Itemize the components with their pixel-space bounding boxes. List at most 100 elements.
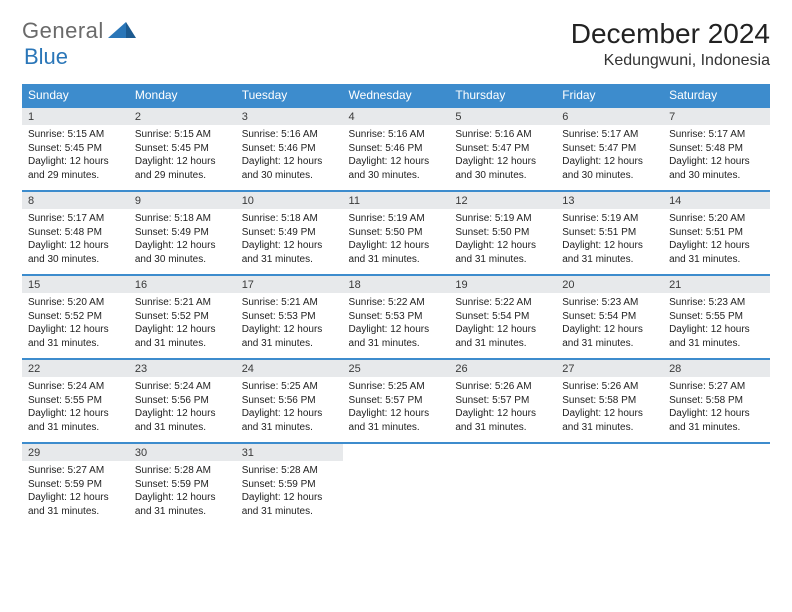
calendar-table: Sunday Monday Tuesday Wednesday Thursday…: [22, 84, 770, 526]
sunrise-text: Sunrise: 5:19 AM: [349, 212, 444, 226]
day-number-cell: 2: [129, 107, 236, 125]
sunset-text: Sunset: 5:56 PM: [135, 394, 230, 408]
sunset-text: Sunset: 5:52 PM: [135, 310, 230, 324]
day-number-cell: 3: [236, 107, 343, 125]
day-cell: [663, 461, 770, 526]
day-number: 19: [449, 276, 556, 293]
sunrise-text: Sunrise: 5:22 AM: [455, 296, 550, 310]
sunset-text: Sunset: 5:53 PM: [349, 310, 444, 324]
sunrise-text: Sunrise: 5:18 AM: [135, 212, 230, 226]
daylight-text-1: Daylight: 12 hours: [135, 407, 230, 421]
day-cell: Sunrise: 5:22 AMSunset: 5:54 PMDaylight:…: [449, 293, 556, 359]
sunrise-text: Sunrise: 5:16 AM: [455, 128, 550, 142]
daylight-text-1: Daylight: 12 hours: [135, 155, 230, 169]
sunrise-text: Sunrise: 5:27 AM: [28, 464, 123, 478]
day-number: 2: [129, 108, 236, 125]
daylight-text-2: and 30 minutes.: [28, 253, 123, 267]
day-cell: Sunrise: 5:22 AMSunset: 5:53 PMDaylight:…: [343, 293, 450, 359]
day-number: 26: [449, 360, 556, 377]
daylight-text-2: and 30 minutes.: [135, 253, 230, 267]
day-cell: Sunrise: 5:21 AMSunset: 5:53 PMDaylight:…: [236, 293, 343, 359]
day-cell: Sunrise: 5:19 AMSunset: 5:50 PMDaylight:…: [449, 209, 556, 275]
daylight-text-2: and 31 minutes.: [349, 337, 444, 351]
daylight-text-2: and 29 minutes.: [28, 169, 123, 183]
day-number: 18: [343, 276, 450, 293]
daylight-text-1: Daylight: 12 hours: [562, 407, 657, 421]
sunrise-text: Sunrise: 5:24 AM: [28, 380, 123, 394]
day-number: 7: [663, 108, 770, 125]
sunset-text: Sunset: 5:52 PM: [28, 310, 123, 324]
sunrise-text: Sunrise: 5:19 AM: [455, 212, 550, 226]
col-sunday: Sunday: [22, 84, 129, 107]
day-number-cell: 9: [129, 191, 236, 209]
col-tuesday: Tuesday: [236, 84, 343, 107]
daylight-text-1: Daylight: 12 hours: [28, 155, 123, 169]
daylight-text-1: Daylight: 12 hours: [455, 407, 550, 421]
sunset-text: Sunset: 5:59 PM: [135, 478, 230, 492]
daylight-text-2: and 31 minutes.: [455, 421, 550, 435]
sunrise-text: Sunrise: 5:19 AM: [562, 212, 657, 226]
day-number-cell: [449, 443, 556, 461]
sunrise-text: Sunrise: 5:17 AM: [669, 128, 764, 142]
day-number-cell: [663, 443, 770, 461]
daylight-text-2: and 30 minutes.: [242, 169, 337, 183]
sunset-text: Sunset: 5:58 PM: [562, 394, 657, 408]
day-cell: Sunrise: 5:17 AMSunset: 5:47 PMDaylight:…: [556, 125, 663, 191]
daylight-text-2: and 31 minutes.: [562, 253, 657, 267]
daylight-text-2: and 30 minutes.: [455, 169, 550, 183]
sunrise-text: Sunrise: 5:16 AM: [242, 128, 337, 142]
sunset-text: Sunset: 5:46 PM: [349, 142, 444, 156]
weekday-header-row: Sunday Monday Tuesday Wednesday Thursday…: [22, 84, 770, 107]
day-number-cell: [343, 443, 450, 461]
daylight-text-1: Daylight: 12 hours: [455, 155, 550, 169]
sunset-text: Sunset: 5:46 PM: [242, 142, 337, 156]
day-cell: Sunrise: 5:20 AMSunset: 5:51 PMDaylight:…: [663, 209, 770, 275]
day-number-cell: 20: [556, 275, 663, 293]
day-cell: Sunrise: 5:19 AMSunset: 5:51 PMDaylight:…: [556, 209, 663, 275]
col-wednesday: Wednesday: [343, 84, 450, 107]
week-daynum-row: 891011121314: [22, 191, 770, 209]
sunrise-text: Sunrise: 5:23 AM: [562, 296, 657, 310]
daylight-text-1: Daylight: 12 hours: [669, 239, 764, 253]
daylight-text-2: and 31 minutes.: [242, 337, 337, 351]
daylight-text-2: and 31 minutes.: [349, 253, 444, 267]
daylight-text-1: Daylight: 12 hours: [455, 239, 550, 253]
day-number: 13: [556, 192, 663, 209]
day-number: 15: [22, 276, 129, 293]
daylight-text-2: and 31 minutes.: [669, 421, 764, 435]
daylight-text-2: and 31 minutes.: [455, 253, 550, 267]
day-number: 9: [129, 192, 236, 209]
daylight-text-1: Daylight: 12 hours: [669, 323, 764, 337]
sunrise-text: Sunrise: 5:28 AM: [242, 464, 337, 478]
daylight-text-1: Daylight: 12 hours: [135, 323, 230, 337]
daylight-text-1: Daylight: 12 hours: [562, 155, 657, 169]
logo-triangle-icon: [108, 18, 136, 38]
day-number-cell: 15: [22, 275, 129, 293]
location-label: Kedungwuni, Indonesia: [571, 52, 770, 70]
sunset-text: Sunset: 5:50 PM: [349, 226, 444, 240]
week-content-row: Sunrise: 5:24 AMSunset: 5:55 PMDaylight:…: [22, 377, 770, 443]
daylight-text-2: and 29 minutes.: [135, 169, 230, 183]
day-number: 6: [556, 108, 663, 125]
sunset-text: Sunset: 5:47 PM: [455, 142, 550, 156]
day-cell: Sunrise: 5:15 AMSunset: 5:45 PMDaylight:…: [129, 125, 236, 191]
day-number-cell: 1: [22, 107, 129, 125]
day-cell: [343, 461, 450, 526]
brand-logo: General: [22, 18, 136, 44]
sunrise-text: Sunrise: 5:24 AM: [135, 380, 230, 394]
day-number: 11: [343, 192, 450, 209]
page-title: December 2024: [571, 18, 770, 50]
week-daynum-row: 22232425262728: [22, 359, 770, 377]
sunset-text: Sunset: 5:49 PM: [135, 226, 230, 240]
sunrise-text: Sunrise: 5:17 AM: [28, 212, 123, 226]
day-number: 22: [22, 360, 129, 377]
day-number: 27: [556, 360, 663, 377]
week-daynum-row: 1234567: [22, 107, 770, 125]
day-cell: Sunrise: 5:19 AMSunset: 5:50 PMDaylight:…: [343, 209, 450, 275]
day-cell: Sunrise: 5:26 AMSunset: 5:58 PMDaylight:…: [556, 377, 663, 443]
day-cell: Sunrise: 5:28 AMSunset: 5:59 PMDaylight:…: [236, 461, 343, 526]
day-cell: Sunrise: 5:27 AMSunset: 5:58 PMDaylight:…: [663, 377, 770, 443]
daylight-text-1: Daylight: 12 hours: [135, 491, 230, 505]
daylight-text-2: and 31 minutes.: [562, 421, 657, 435]
sunset-text: Sunset: 5:56 PM: [242, 394, 337, 408]
